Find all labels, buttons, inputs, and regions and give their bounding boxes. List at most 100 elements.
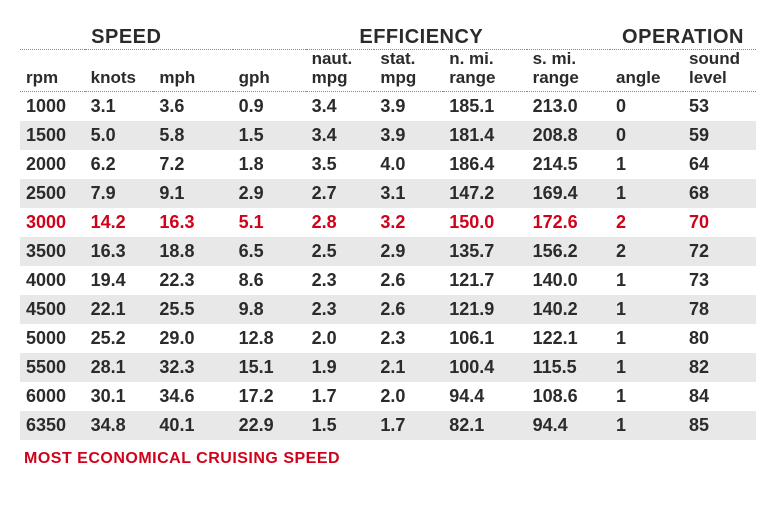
cell-nmpg: 2.8 [306, 208, 375, 237]
hdr-knots: knots [85, 50, 154, 92]
cell-srange: 108.6 [527, 382, 610, 411]
cell-nrange: 82.1 [443, 411, 526, 440]
cell-knots: 22.1 [85, 295, 154, 324]
cell-knots: 34.8 [85, 411, 154, 440]
cell-rpm: 2500 [20, 179, 85, 208]
hdr-sound: soundlevel [683, 50, 756, 92]
cell-nmpg: 2.3 [306, 295, 375, 324]
cell-smpg: 2.9 [374, 237, 443, 266]
cell-smpg: 2.6 [374, 295, 443, 324]
cell-rpm: 4500 [20, 295, 85, 324]
table-row: 500025.229.012.82.02.3106.1122.1180 [20, 324, 756, 353]
cell-sound: 73 [683, 266, 756, 295]
cell-srange: 115.5 [527, 353, 610, 382]
cell-rpm: 1000 [20, 92, 85, 122]
table-row: 450022.125.59.82.32.6121.9140.2178 [20, 295, 756, 324]
cell-sound: 82 [683, 353, 756, 382]
hdr-smi-range: s. mi.range [527, 50, 610, 92]
cell-angle: 1 [610, 353, 683, 382]
cell-nmpg: 3.4 [306, 92, 375, 122]
cell-knots: 19.4 [85, 266, 154, 295]
cell-nrange: 121.7 [443, 266, 526, 295]
cell-smpg: 2.0 [374, 382, 443, 411]
cell-srange: 122.1 [527, 324, 610, 353]
cell-srange: 140.0 [527, 266, 610, 295]
cell-gph: 2.9 [233, 179, 306, 208]
cell-sound: 72 [683, 237, 756, 266]
cell-srange: 156.2 [527, 237, 610, 266]
cell-gph: 12.8 [233, 324, 306, 353]
cell-sound: 84 [683, 382, 756, 411]
cell-knots: 16.3 [85, 237, 154, 266]
table-row: 635034.840.122.91.51.782.194.4185 [20, 411, 756, 440]
table-row: 400019.422.38.62.32.6121.7140.0173 [20, 266, 756, 295]
hdr-rpm: rpm [20, 50, 85, 92]
group-speed: SPEED [20, 20, 233, 49]
cell-mph: 7.2 [153, 150, 232, 179]
footnote-economical-speed: MOST ECONOMICAL CRUISING SPEED [20, 440, 756, 468]
table-row: 25007.99.12.92.73.1147.2169.4168 [20, 179, 756, 208]
hdr-gph: gph [233, 50, 306, 92]
performance-table: SPEED EFFICIENCY OPERATION rpm knots mph… [20, 20, 756, 440]
cell-nmpg: 1.7 [306, 382, 375, 411]
cell-mph: 5.8 [153, 121, 232, 150]
cell-nrange: 94.4 [443, 382, 526, 411]
cell-smpg: 3.9 [374, 92, 443, 122]
cell-gph: 1.8 [233, 150, 306, 179]
cell-rpm: 5500 [20, 353, 85, 382]
cell-gph: 1.5 [233, 121, 306, 150]
cell-mph: 29.0 [153, 324, 232, 353]
cell-mph: 16.3 [153, 208, 232, 237]
cell-nrange: 186.4 [443, 150, 526, 179]
cell-srange: 169.4 [527, 179, 610, 208]
cell-smpg: 2.1 [374, 353, 443, 382]
table-header: SPEED EFFICIENCY OPERATION rpm knots mph… [20, 20, 756, 92]
cell-smpg: 2.3 [374, 324, 443, 353]
cell-nrange: 100.4 [443, 353, 526, 382]
cell-srange: 214.5 [527, 150, 610, 179]
table-row: 10003.13.60.93.43.9185.1213.0053 [20, 92, 756, 122]
cell-gph: 6.5 [233, 237, 306, 266]
cell-mph: 25.5 [153, 295, 232, 324]
cell-nmpg: 1.9 [306, 353, 375, 382]
cell-angle: 1 [610, 179, 683, 208]
hdr-nmi-range: n. mi.range [443, 50, 526, 92]
cell-nmpg: 1.5 [306, 411, 375, 440]
cell-mph: 34.6 [153, 382, 232, 411]
cell-knots: 5.0 [85, 121, 154, 150]
hdr-mph: mph [153, 50, 232, 92]
cell-sound: 80 [683, 324, 756, 353]
cell-nrange: 181.4 [443, 121, 526, 150]
cell-nmpg: 2.5 [306, 237, 375, 266]
cell-srange: 213.0 [527, 92, 610, 122]
cell-angle: 1 [610, 411, 683, 440]
cell-knots: 6.2 [85, 150, 154, 179]
cell-smpg: 2.6 [374, 266, 443, 295]
cell-sound: 53 [683, 92, 756, 122]
cell-rpm: 4000 [20, 266, 85, 295]
cell-gph: 0.9 [233, 92, 306, 122]
cell-nrange: 135.7 [443, 237, 526, 266]
cell-angle: 0 [610, 92, 683, 122]
cell-angle: 1 [610, 295, 683, 324]
cell-nmpg: 2.3 [306, 266, 375, 295]
cell-rpm: 3000 [20, 208, 85, 237]
cell-srange: 140.2 [527, 295, 610, 324]
cell-smpg: 3.9 [374, 121, 443, 150]
cell-angle: 1 [610, 382, 683, 411]
cell-rpm: 6000 [20, 382, 85, 411]
group-efficiency: EFFICIENCY [233, 20, 610, 49]
cell-gph: 5.1 [233, 208, 306, 237]
cell-nmpg: 3.4 [306, 121, 375, 150]
cell-gph: 8.6 [233, 266, 306, 295]
cell-sound: 59 [683, 121, 756, 150]
cell-sound: 70 [683, 208, 756, 237]
cell-smpg: 1.7 [374, 411, 443, 440]
performance-table-container: SPEED EFFICIENCY OPERATION rpm knots mph… [20, 20, 756, 468]
cell-smpg: 3.2 [374, 208, 443, 237]
cell-angle: 1 [610, 266, 683, 295]
hdr-stat-mpg: stat.mpg [374, 50, 443, 92]
cell-gph: 15.1 [233, 353, 306, 382]
cell-srange: 172.6 [527, 208, 610, 237]
cell-angle: 2 [610, 208, 683, 237]
